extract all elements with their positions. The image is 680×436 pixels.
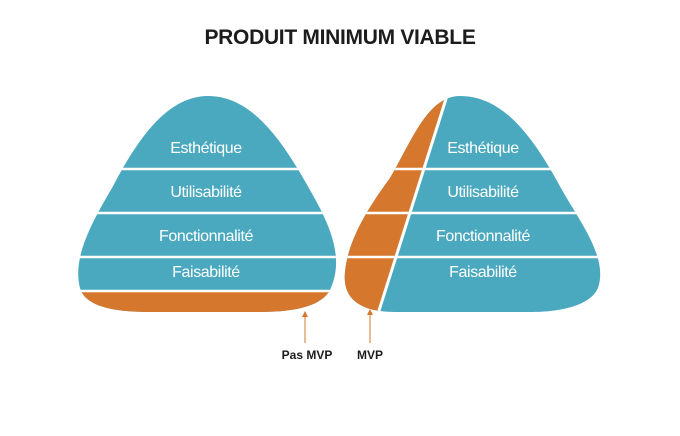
callout-label-pas-mvp: Pas MVP bbox=[282, 348, 333, 362]
layer-label-esthetique: Esthétique bbox=[170, 140, 242, 157]
layer-label-fonctionnalite: Fonctionnalité bbox=[159, 228, 254, 245]
slice-divider bbox=[374, 96, 454, 312]
layer-label-faisabilite: Faisabilité bbox=[449, 264, 517, 281]
pas-mvp-slice bbox=[78, 291, 337, 312]
callout-mvp: MVP bbox=[357, 309, 383, 362]
layer-label-faisabilite: Faisabilité bbox=[172, 264, 240, 281]
pyramid-pas-mvp: Esthétique Utilisabilité Fonctionnalité … bbox=[78, 96, 337, 312]
page-title: PRODUIT MINIMUM VIABLE bbox=[204, 26, 476, 49]
layer-label-fonctionnalite: Fonctionnalité bbox=[436, 228, 531, 245]
pyramid-mvp: Esthétique Utilisabilité Fonctionnalité … bbox=[344, 96, 601, 312]
arrow-up-icon bbox=[367, 309, 373, 315]
arrow-up-icon bbox=[302, 311, 308, 317]
layer-label-utilisabilite: Utilisabilité bbox=[447, 184, 519, 201]
layer-label-utilisabilite: Utilisabilité bbox=[170, 184, 242, 201]
layer-label-esthetique: Esthétique bbox=[447, 140, 519, 157]
callout-label-mvp: MVP bbox=[357, 348, 383, 362]
callout-pas-mvp: Pas MVP bbox=[282, 311, 333, 362]
